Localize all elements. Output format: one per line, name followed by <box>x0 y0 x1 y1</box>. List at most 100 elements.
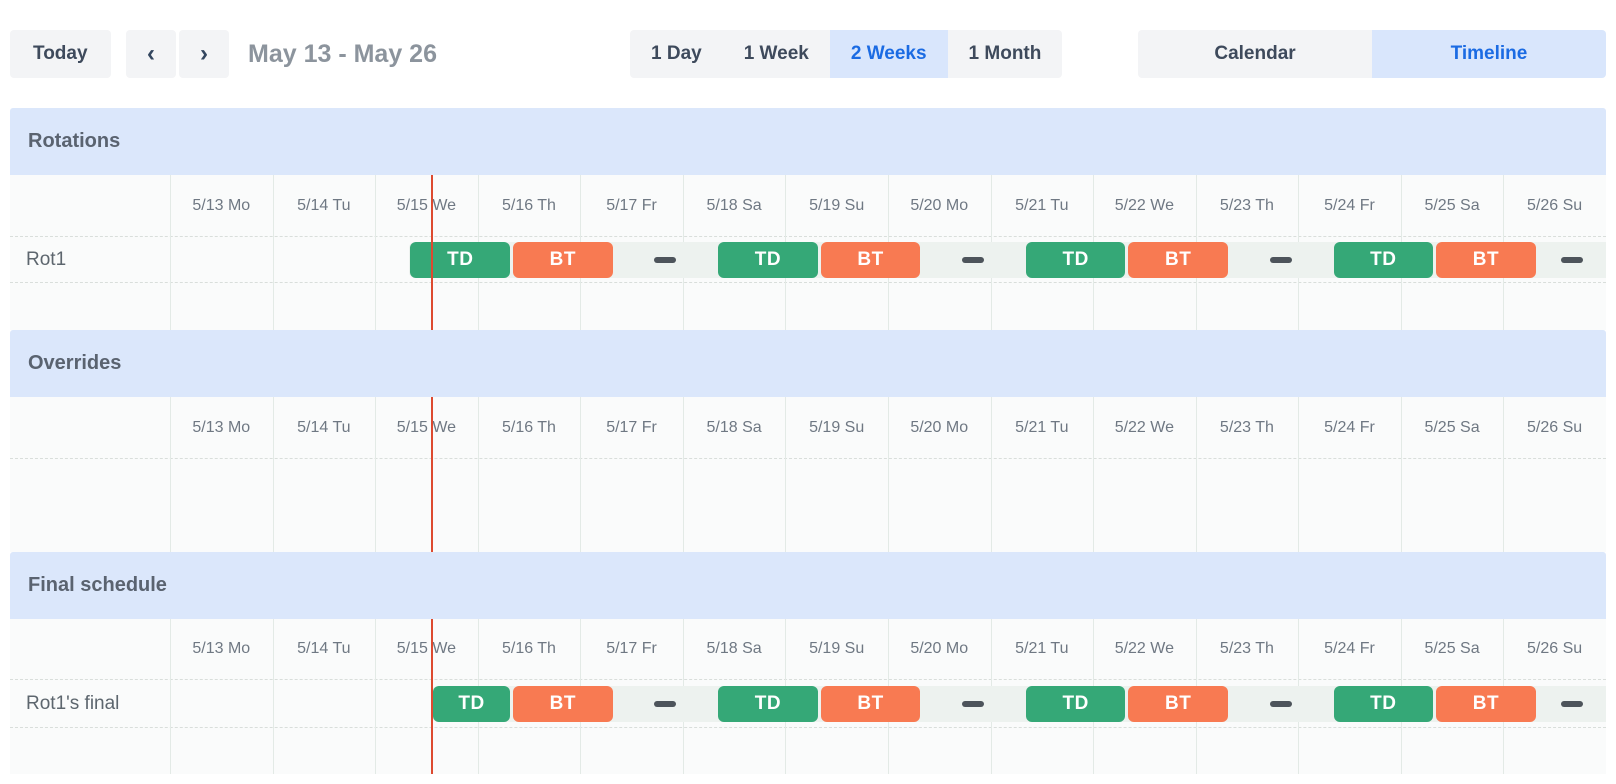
day-separator <box>1298 397 1300 552</box>
shift-td[interactable]: TD <box>1024 686 1127 722</box>
mode-switcher: Calendar Timeline <box>1138 30 1606 78</box>
date-cell: 5/21 Tu <box>1015 640 1069 657</box>
empty-row <box>10 458 1606 552</box>
date-cell: 5/16 Th <box>501 418 556 436</box>
shift-bt[interactable]: BT <box>1435 242 1538 278</box>
shift-td[interactable]: TD <box>717 686 820 722</box>
shift-pill-td[interactable]: TD <box>718 242 818 278</box>
empty-row <box>10 727 1606 774</box>
date-cell: 5/14 Tu <box>297 196 351 214</box>
now-indicator-line <box>430 619 433 774</box>
date-range-title: May 13 - May 26 <box>248 39 437 68</box>
shift-gap <box>614 686 717 722</box>
shift-td[interactable]: TD <box>1024 242 1127 278</box>
date-cell: 5/26 Su <box>1527 196 1583 214</box>
section-rotations: Rotations 5/13 Mo 5/14 Tu 5/15 We 5/16 Th 5/1… <box>10 108 1606 330</box>
date-cell: 5/24 Fr <box>1324 196 1375 214</box>
gap-dash-icon <box>1269 257 1292 263</box>
shift-pill-bt[interactable]: BT <box>1436 686 1536 722</box>
shift-pill-bt[interactable]: BT <box>1436 242 1536 278</box>
today-button[interactable]: Today <box>10 30 111 78</box>
view-switcher: 1 Day 1 Week 2 Weeks 1 Month <box>630 30 1063 78</box>
day-separator <box>375 175 377 330</box>
view-option-1-month[interactable]: 1 Month <box>947 30 1063 78</box>
shift-pill-bt[interactable]: BT <box>1128 242 1228 278</box>
mode-option-timeline[interactable]: Timeline <box>1372 30 1606 78</box>
section-body-final: 5/13 Mo 5/14 Tu 5/15 We 5/16 Th 5/17 Fr 5/18 … <box>10 619 1606 774</box>
view-option-1-day[interactable]: 1 Day <box>630 30 723 78</box>
date-cell: 5/18 Sa <box>706 418 762 436</box>
date-cell: 5/14 Tu <box>297 418 351 436</box>
shift-pill-bt[interactable]: BT <box>513 686 613 722</box>
shift-gap <box>614 242 717 278</box>
day-separator <box>272 175 274 330</box>
date-cell: 5/19 Su <box>809 640 865 657</box>
shift-pill-td[interactable]: TD <box>433 686 511 722</box>
shift-bt[interactable]: BT <box>819 242 922 278</box>
shift-pill-td[interactable]: TD <box>1333 242 1434 278</box>
date-cell: 5/17 Fr <box>606 418 657 436</box>
date-cell: 5/13 Mo <box>192 196 251 214</box>
date-cell: 5/22 We <box>1114 418 1174 436</box>
dates-row-spacer <box>10 619 170 679</box>
day-separator <box>785 397 787 552</box>
view-option-1-week[interactable]: 1 Week <box>722 30 830 78</box>
shift-bt[interactable]: BT <box>1435 686 1538 722</box>
shift-pill-bt[interactable]: BT <box>513 242 613 278</box>
shift-gap <box>1229 242 1332 278</box>
section-header-rotations: Rotations <box>10 108 1606 175</box>
shift-bt[interactable]: BT <box>819 686 922 722</box>
shift-td[interactable]: TD <box>1332 242 1435 278</box>
shift-pill-td[interactable]: TD <box>410 242 511 278</box>
chevron-left-icon[interactable]: ‹ <box>126 30 176 78</box>
mode-option-calendar[interactable]: Calendar <box>1138 30 1372 78</box>
date-cell: 5/21 Tu <box>1015 196 1069 214</box>
day-separator <box>1195 397 1197 552</box>
shift-td[interactable]: TD <box>432 686 512 722</box>
date-cell: 5/19 Su <box>809 418 865 436</box>
dates-row-spacer <box>10 397 170 458</box>
section-header-overrides: Overrides <box>10 330 1606 397</box>
day-separator <box>888 397 889 552</box>
shift-pill-bt[interactable]: BT <box>820 686 921 722</box>
day-separator <box>375 619 377 774</box>
shift-gap <box>922 686 1025 722</box>
view-option-2-weeks[interactable]: 2 Weeks <box>829 30 948 78</box>
shift-bt[interactable]: BT <box>1127 686 1230 722</box>
shift-bt[interactable]: BT <box>512 686 615 722</box>
chevron-right-icon[interactable]: › <box>179 30 229 78</box>
shift-pill-bt[interactable]: BT <box>820 242 921 278</box>
date-cell: 5/22 We <box>1114 640 1174 657</box>
shift-pill-td[interactable]: TD <box>1025 242 1126 278</box>
date-cell: 5/23 Th <box>1219 196 1274 214</box>
shift-gap <box>1537 686 1606 722</box>
shift-gap <box>1229 686 1332 722</box>
shift-pill-td[interactable]: TD <box>1025 686 1126 722</box>
date-cell: 5/21 Tu <box>1015 418 1069 436</box>
date-cell: 5/18 Sa <box>706 196 762 214</box>
shift-bars-strip: TD BT TD BT TD BT TD BT <box>408 242 1606 278</box>
schedule-row: Rot1's final TD BT TD BT TD BT TD BT <box>10 679 1606 727</box>
schedule-row: Rot1 TD BT TD BT TD BT TD BT <box>10 236 1606 282</box>
shift-pill-bt[interactable]: BT <box>1128 686 1228 722</box>
date-cell: 5/23 Th <box>1219 418 1274 436</box>
day-separator <box>170 175 171 330</box>
gap-dash-icon <box>962 257 985 263</box>
date-cell: 5/15 We <box>396 196 457 214</box>
gap-dash-icon <box>1560 257 1583 263</box>
dates-row: 5/13 Mo 5/14 Tu 5/15 We 5/16 Th 5/17 Fr 5/18 … <box>10 619 1606 679</box>
shift-td[interactable]: TD <box>717 242 820 278</box>
shift-pill-td[interactable]: TD <box>718 686 818 722</box>
shift-bt[interactable]: BT <box>512 242 615 278</box>
row-label: Rot1's final <box>26 692 120 714</box>
date-cell: 5/24 Fr <box>1324 640 1375 657</box>
shift-td[interactable]: TD <box>409 242 512 278</box>
section-final: Final schedule 5/13 Mo 5/14 Tu 5/15 We 5/16 … <box>10 552 1606 774</box>
now-indicator-line <box>430 175 433 330</box>
shift-td[interactable]: TD <box>1332 686 1435 722</box>
date-cell: 5/16 Th <box>501 640 556 657</box>
day-separator <box>1400 397 1402 552</box>
date-cell: 5/20 Mo <box>910 196 969 214</box>
shift-bt[interactable]: BT <box>1127 242 1230 278</box>
shift-pill-td[interactable]: TD <box>1333 686 1434 722</box>
